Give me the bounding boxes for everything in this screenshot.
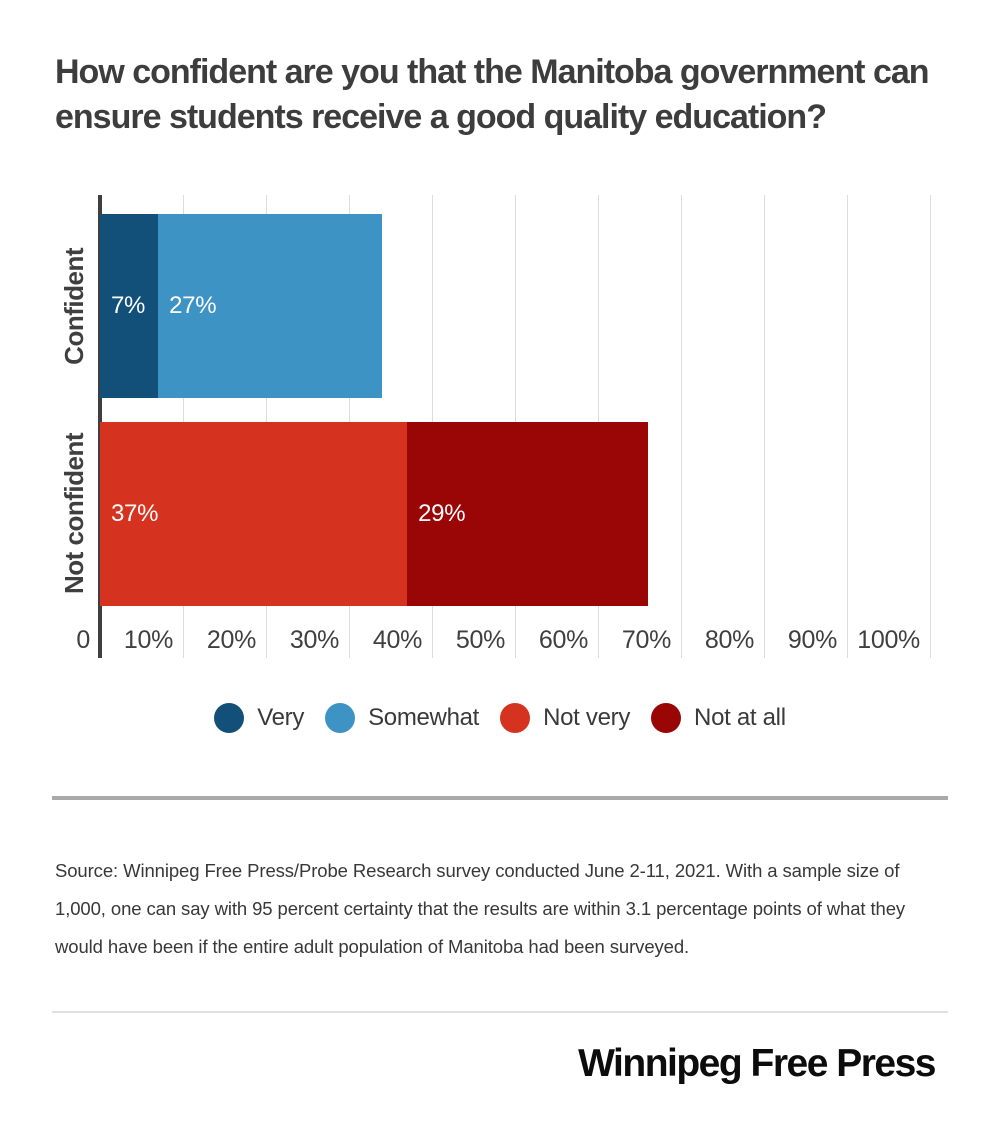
- source-note: Source: Winnipeg Free Press/Probe Resear…: [55, 860, 906, 957]
- category-label: Confident: [53, 214, 95, 398]
- x-tick-60%: 60%: [538, 625, 588, 654]
- gridline-70%: [681, 195, 682, 658]
- value-label: 7%: [111, 292, 146, 319]
- value-label: 29%: [418, 500, 466, 527]
- x-tick-30%: 30%: [289, 625, 339, 654]
- legend-swatch-icon: [500, 703, 531, 733]
- legend-label: Somewhat: [368, 704, 480, 731]
- x-tick-40%: 40%: [372, 625, 422, 654]
- bar-segment-not-at-all: 29%: [407, 422, 648, 606]
- bar-segment-not-very: 37%: [100, 422, 408, 606]
- bar-row-not-confident: Not confident 37% 29%: [59, 422, 930, 606]
- gridline-90%: [847, 195, 848, 658]
- legend-item-not-very: Not very: [500, 703, 630, 733]
- x-tick-90%: 90%: [787, 625, 837, 654]
- category-label-text: Not confident: [58, 433, 89, 595]
- legend-swatch-icon: [651, 703, 682, 733]
- x-tick-10%: 10%: [123, 625, 173, 654]
- divider-strong: [52, 796, 948, 800]
- x-tick-0: 0: [76, 625, 90, 654]
- x-tick-20%: 20%: [206, 625, 256, 654]
- chart-title: How confident are you that the Manitoba …: [55, 53, 930, 136]
- category-label: Not confident: [53, 422, 95, 606]
- legend: Very Somewhat Not very Not at all: [0, 696, 1000, 740]
- plot-area: Confident 7% 27% Not confident 37% 29% 0 10% 20…: [59, 195, 931, 658]
- bar-segment-very: 7%: [100, 214, 159, 398]
- legend-swatch-icon: [214, 703, 245, 733]
- x-tick-80%: 80%: [704, 625, 754, 654]
- legend-item-somewhat: Somewhat: [325, 703, 479, 733]
- x-tick-50%: 50%: [455, 625, 505, 654]
- x-tick-70%: 70%: [621, 625, 671, 654]
- legend-label: Not very: [543, 704, 631, 731]
- bar-segment-somewhat: 27%: [158, 214, 383, 398]
- divider-light: [52, 1011, 948, 1013]
- legend-item-very: Very: [214, 703, 304, 733]
- value-label: 27%: [169, 292, 217, 319]
- gridline-100%: [930, 195, 931, 658]
- legend-label: Very: [257, 704, 305, 731]
- value-label: 37%: [111, 500, 159, 527]
- category-label-text: Confident: [58, 247, 89, 365]
- legend-label: Not at all: [694, 704, 786, 731]
- legend-item-not-at-all: Not at all: [651, 703, 786, 733]
- winnipeg-free-press-logo: Winnipeg Free Press: [578, 1042, 936, 1085]
- legend-swatch-icon: [325, 703, 356, 733]
- x-tick-100%: 100%: [857, 625, 920, 654]
- gridline-80%: [764, 195, 765, 658]
- bar-row-confident: Confident 7% 27%: [59, 214, 930, 398]
